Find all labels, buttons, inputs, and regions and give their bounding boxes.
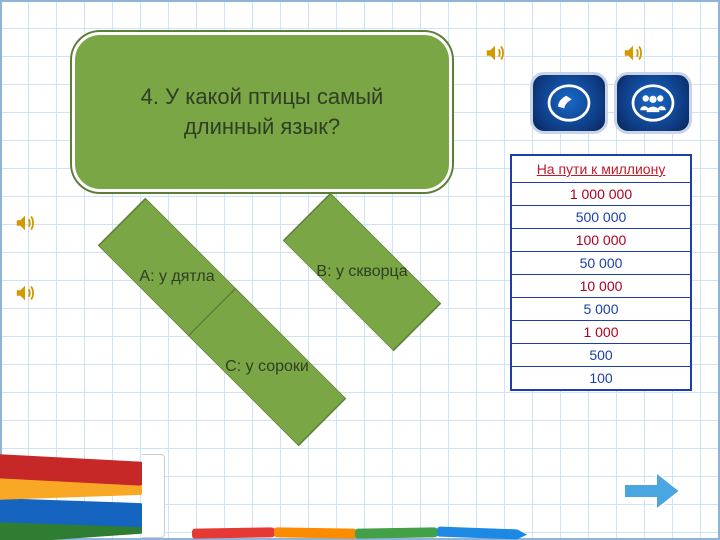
question-box: 4. У какой птицы самый длинный язык? <box>72 32 452 192</box>
prize-header: На пути к миллиону <box>511 155 691 183</box>
prize-row-6: 1 000 <box>511 321 691 344</box>
prize-row-0: 1 000 000 <box>511 183 691 206</box>
prize-row-2: 100 000 <box>511 229 691 252</box>
answer-b-label: В: у скворца <box>316 262 407 281</box>
next-button[interactable] <box>622 468 682 514</box>
arrow-right-icon <box>622 468 682 514</box>
answer-a[interactable]: А: у дятла <box>92 232 262 322</box>
answer-a-label: А: у дятла <box>139 267 214 286</box>
sound-icon-1[interactable] <box>484 42 506 64</box>
answer-c-label: С: у сороки <box>225 357 309 376</box>
prize-row-8: 100 <box>511 367 691 391</box>
lifeline-phone[interactable] <box>530 72 608 134</box>
prize-row-7: 500 <box>511 344 691 367</box>
prize-row-5: 5 000 <box>511 298 691 321</box>
lifeline-audience[interactable] <box>614 72 692 134</box>
question-text: 4. У какой птицы самый длинный язык? <box>95 82 429 141</box>
prize-row-4: 10 000 <box>511 275 691 298</box>
answer-b[interactable]: В: у скворца <box>277 227 447 317</box>
phone-icon <box>546 83 592 123</box>
audience-icon <box>630 83 676 123</box>
pencils-decoration <box>192 502 518 538</box>
prize-table: На пути к миллиону 1 000 000500 000100 0… <box>510 154 692 391</box>
books-decoration <box>0 394 174 540</box>
sound-icon-2[interactable] <box>622 42 644 64</box>
prize-row-1: 500 000 <box>511 206 691 229</box>
prize-row-3: 50 000 <box>511 252 691 275</box>
answer-c[interactable]: С: у сороки <box>182 322 352 412</box>
lifelines <box>530 72 692 134</box>
sound-icon-4[interactable] <box>14 282 36 304</box>
sound-icon-3[interactable] <box>14 212 36 234</box>
